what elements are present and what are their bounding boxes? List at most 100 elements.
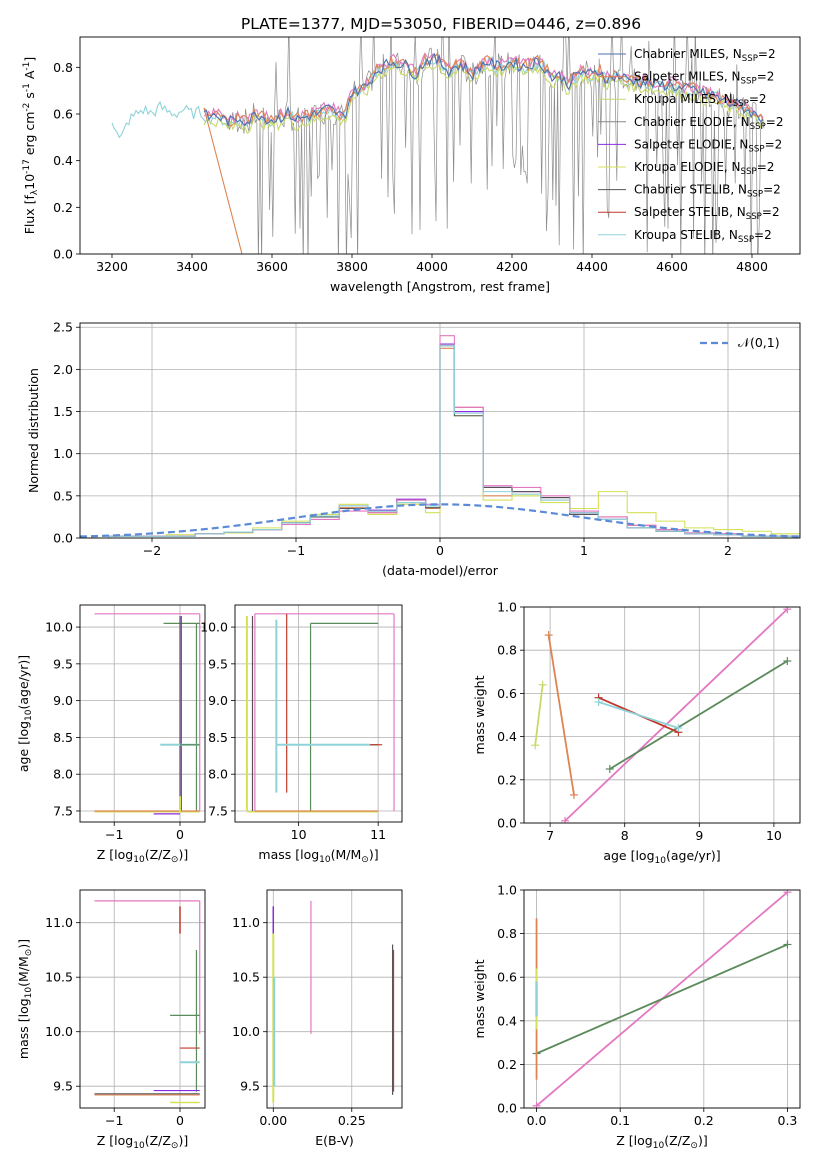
histogram-step (80, 345, 800, 538)
x-tick-label: 0 (176, 1113, 184, 1128)
y-tick-label: 10.5 (232, 970, 260, 985)
y-axis-label: mass [log10(M/M⊙)] (16, 939, 34, 1059)
x-tick-label: 10 (291, 827, 307, 842)
x-tick-label: 3800 (336, 259, 368, 274)
y-tick-label: 0.6 (53, 107, 73, 122)
y-axis-label: age [log10(age/yr)] (16, 655, 34, 772)
model-spectrum (203, 59, 764, 135)
x-axis-label: E(B-V) (315, 1133, 354, 1148)
y-tick-label: 1.0 (53, 446, 73, 461)
x-tick-label: 4400 (576, 259, 608, 274)
x-tick-label: 0 (436, 543, 444, 558)
plot-area (94, 613, 201, 815)
z-weight-chart: 0.0 0.1 0.2 0.3 0.0 0.2 0.4 0.6 0.8 1.0 Z [log10(Z… (472, 883, 801, 1151)
legend-entry: Salpeter MILES, NSSP=2 (634, 70, 774, 87)
y-tick-label: 11.0 (232, 915, 260, 930)
plot-area (531, 607, 792, 823)
plot-area (94, 900, 201, 1104)
residuals-chart: −2 −1 0 1 2 0.0 0.5 1.0 1.5 2.0 2.5 (data-model)/er… (26, 320, 801, 578)
y-tick-label: 10.0 (45, 620, 73, 635)
x-tick-label: −2 (143, 543, 161, 558)
y-tick-label: 9.0 (53, 693, 73, 708)
y-tick-label: 0.6 (497, 970, 517, 985)
x-tick-label: 0.3 (778, 1113, 798, 1128)
x-axis-label: Z [log10(Z/Z⊙)] (97, 1133, 188, 1151)
legend-entry: Chabrier ELODIE, NSSP=2 (634, 115, 783, 132)
z-mass-chart: −1 0 9.5 10.0 10.5 11.0 Z [log10(Z/Z⊙)] mass [l… (16, 889, 206, 1151)
plot-area (245, 613, 395, 813)
model-spectrum (203, 52, 764, 128)
x-tick-label: 1 (580, 543, 588, 558)
legend-entry: 𝒩(0,1) (738, 335, 780, 350)
x-tick-label: 2 (724, 543, 732, 558)
y-tick-label: 9.5 (53, 1079, 73, 1094)
model-spectrum (203, 52, 764, 125)
x-tick-label: −1 (287, 543, 305, 558)
x-axis-label: mass [log10(M/M⊙)] (258, 847, 378, 865)
y-tick-label: 8.0 (208, 767, 228, 782)
y-tick-label: 1.0 (497, 600, 517, 615)
y-tick-label: 0.0 (497, 816, 517, 831)
legend-entry: Kroupa ELODIE, NSSP=2 (634, 160, 774, 177)
spectrum-chart: 3200 3400 3600 3800 4000 4200 4400 4600 4800 0.0 0… (22, 36, 801, 294)
y-tick-label: 0.0 (53, 531, 73, 546)
y-tick-label: 8.5 (53, 730, 73, 745)
series-line (564, 608, 788, 822)
y-tick-label: 9.5 (240, 1079, 260, 1094)
series-line (598, 701, 679, 729)
z-age-chart: −1 0 7.5 8.0 8.5 9.0 9.5 10.0 Z [log10(Z/Z⊙)] age… (16, 604, 206, 865)
y-tick-label: 11.0 (45, 915, 73, 930)
x-tick-label: 0.1 (610, 1113, 630, 1128)
x-axis-label: age [log10(age/yr)] (603, 848, 720, 866)
x-tick-label: −1 (105, 827, 123, 842)
series-line (534, 684, 544, 746)
x-tick-label: 0.0 (527, 1113, 547, 1128)
plot-area (532, 890, 792, 1108)
series-line (547, 634, 575, 796)
y-tick-label: 1.0 (497, 883, 517, 898)
y-tick-label: 0.4 (497, 1013, 517, 1028)
y-axis-label: Flux [fλ10-17 erg cm-2 s-1 A-1] (22, 57, 40, 235)
x-axis-label: Z [log10(Z/Z⊙)] (97, 847, 188, 865)
y-tick-label: 0.8 (53, 60, 73, 75)
mass-age-chart: 10 11 7.5 8.0 8.5 9.0 9.5 10.0 mass [log10(M/M⊙)… (200, 604, 403, 865)
y-tick-label: 10.0 (200, 620, 228, 635)
y-tick-label: 10.0 (232, 1024, 260, 1039)
x-tick-label: 4600 (656, 259, 688, 274)
y-tick-label: 7.5 (208, 803, 228, 818)
legend-entry: Salpeter STELIB, NSSP=2 (634, 205, 780, 222)
x-tick-label: −1 (105, 1113, 123, 1128)
x-axis-label: wavelength [Angstrom, rest frame] (330, 279, 550, 294)
y-axis-label: Normed distribution (26, 368, 41, 493)
y-tick-label: 2.5 (53, 320, 73, 335)
y-tick-label: 0.8 (497, 926, 517, 941)
x-tick-label: 7 (546, 828, 554, 843)
axes-frame (79, 36, 801, 255)
y-tick-label: 0.0 (497, 1101, 517, 1116)
series-line (609, 660, 788, 770)
x-tick-label: 4200 (496, 259, 528, 274)
legend-entry: Chabrier MILES, NSSP=2 (634, 47, 776, 64)
x-tick-label: 8 (621, 828, 629, 843)
axes-frame (523, 889, 801, 1109)
y-axis-label: mass weight (472, 959, 487, 1038)
y-tick-label: 0.4 (53, 153, 73, 168)
y-tick-label: 9.0 (208, 693, 228, 708)
x-tick-label: 3200 (96, 259, 128, 274)
axes-frame (266, 889, 403, 1109)
x-tick-label: 4000 (416, 259, 448, 274)
age-weight-chart: 7 8 9 10 0.0 0.2 0.4 0.6 0.8 1.0 age [log10(age/yr… (472, 600, 801, 866)
axes-frame (79, 322, 801, 539)
x-tick-label: 0.25 (338, 1113, 366, 1128)
y-tick-label: 10.0 (45, 1024, 73, 1039)
axes-frame (234, 604, 403, 823)
x-tick-label: 0.2 (694, 1113, 714, 1128)
plot-area (80, 335, 800, 538)
model-spectrum (203, 53, 764, 254)
model-spectrum (111, 56, 763, 139)
y-tick-label: 8.5 (208, 730, 228, 745)
series-line (536, 943, 788, 1055)
legend-entry: Kroupa MILES, NSSP=2 (634, 92, 767, 109)
ebv-mass-chart: 0.00 0.25 9.5 10.0 10.5 11.0 E(B-V) (232, 889, 403, 1148)
